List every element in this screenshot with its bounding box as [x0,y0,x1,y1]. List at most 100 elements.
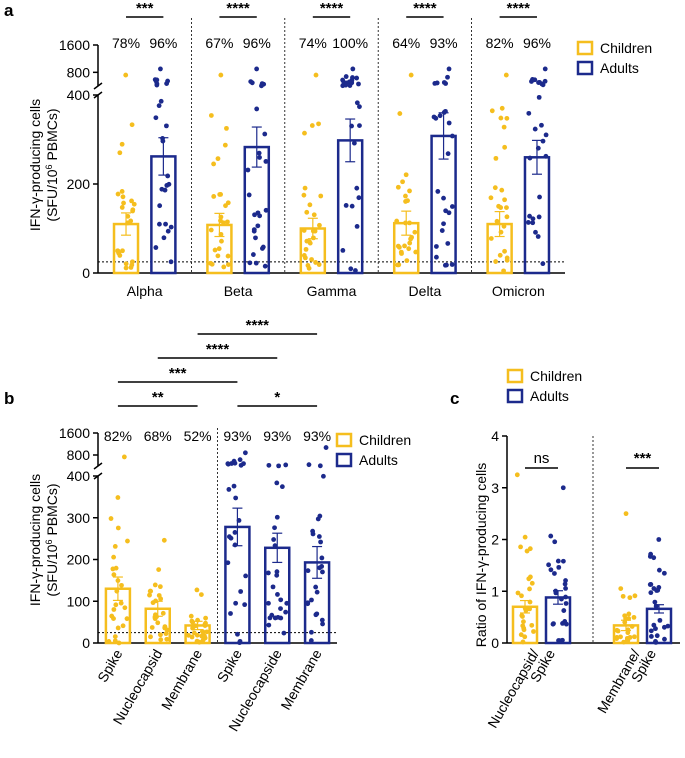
panel-b-adults-data-point [317,565,322,571]
panel-a-y-tick-label: 400 [67,87,91,103]
panel-b-adults-data-point [225,560,231,566]
panel-b-x-tick-label: Membrane [277,646,324,712]
panel-a-adults-data-point [260,244,266,250]
panel-c-legend-label-children: Children [530,368,582,384]
panel-a-children-data-point [129,198,134,204]
panel-a-children-data-point [225,262,231,267]
panel-b-children-data-point [112,634,118,639]
panel-a-percent-children: 67% [205,35,233,51]
panel-b-adults-data-point [237,640,242,646]
panel-a-percent-adults: 100% [332,35,368,51]
panel-b-children-data-point [122,605,128,611]
panel-b-adults-data-point [241,461,246,467]
panel-b-adults-data-point [233,600,239,606]
panel-a-children-data-point [312,228,318,234]
panel-c-adults-data-point [653,626,658,632]
panel-c-children-data-point [621,639,627,645]
panel-a-children-data-point [115,191,121,197]
panel-a-children-data-point [309,123,315,128]
panel-a-adults-data-point [247,260,253,266]
panel-a-children-data-point [316,121,321,127]
panel-c-children-data-point [527,599,533,605]
panel-a-adults-data-point [539,122,544,128]
panel-a-adults-data-point [259,83,264,89]
panel-a-children-data-point [304,209,310,215]
panel-a-adults-data-point [165,173,171,179]
panel-a-children-data-point [412,229,418,235]
panel-c-y-tick-label: 0 [491,635,499,651]
panel-a-children-data-point [119,189,125,194]
panel-b-adults-data-point [313,584,319,590]
panel-b-adults-data-point [275,614,281,620]
panel-a-children-data-point [225,200,231,206]
panel-b-adults-data-point [321,473,326,479]
panel-c-legend-swatch-adults [506,388,524,404]
panel-a-significance-label: **** [507,0,531,17]
panel-a-children-data-point [301,192,307,198]
panel-b-significance-label: *** [169,365,187,382]
panel-a-children-data-point [492,185,498,191]
panel-a-adults-data-point [437,113,443,119]
panel-b-adults-data-point [278,597,284,603]
panel-a-children-data-point [501,223,507,229]
panel-a-children-data-point [493,259,499,264]
panel-a-adults-data-point [158,98,164,104]
panel-a-adults-data-point [439,228,445,233]
panel-c-children-data-point [521,619,526,625]
panel-a-adults-data-point [535,234,541,239]
panel-a-adults-data-point [542,78,548,84]
panel-b-adults-data-point [308,638,314,643]
panel-a-children-data-point [316,262,322,267]
panel-b-children-data-point [152,582,158,588]
panel-b-adults-data-point [320,569,325,575]
panel-c-children-data-point [632,634,637,640]
panel-a-adults-data-point [349,123,354,129]
panel-b-children-data-point [124,616,130,622]
panel-c-children-data-point [624,637,630,643]
panel-a-adults-data-point [251,227,257,233]
panel-a-x-tick-label: Omicron [492,283,545,299]
panel-a-children-data-point [318,193,324,199]
panel-a-adults-data-point [153,115,159,121]
panel-a-children-data-point [302,185,308,191]
panel-c-children-data-point [627,595,633,601]
panel-a-children-data-point [119,205,125,210]
panel-a-children-data-point [211,161,217,167]
panel-a-percent-children: 78% [112,35,140,51]
panel-a-percent-adults: 96% [243,35,271,51]
panel-a-adults-data-point [168,259,174,265]
panel-a-adults-data-point [250,252,256,257]
panel-a-adults-data-point [435,189,441,194]
panel-b-percent-label: 93% [263,428,291,444]
panel-a-adults-data-point [257,155,262,160]
panel-c-children-data-point [618,634,623,640]
panel-a-children-data-point [403,193,408,199]
panel-c-children-data-point [527,606,533,612]
panel-a-children-data-point [212,247,218,253]
panel-a-adults-data-point [356,195,362,201]
panel-b-adults-data-point [314,611,320,617]
panel-b-children-data-point [115,495,121,500]
panel-a-children-data-point [504,115,510,121]
panel-a-adults-data-point [441,221,446,227]
panel-c-children-data-point [520,639,526,645]
panel-b-adults-data-point [279,484,285,490]
panel-a-adults-data-point [159,186,165,192]
panel-b-adults-data-point [237,457,243,463]
panel-a-adults-data-point [449,262,455,267]
panel-b-children-data-point [161,537,167,543]
panel-c-adults-data-point [557,638,563,644]
panel-a-adults-data-point [245,167,251,173]
panel-b-children-data-point [162,625,168,631]
panel-a-children-data-point [406,246,412,252]
panel-b-children-data-point [111,616,116,621]
panel-a-adults-data-point [354,185,360,191]
panel-b-children-data-point [160,610,166,616]
panel-a-y-tick-label: 800 [67,64,91,80]
panel-b-children-data-point [115,578,121,583]
panel-a-children-data-point [407,240,413,246]
panel-b-children-data-point [152,616,158,622]
panel-b-children-data-point [158,637,164,643]
panel-b-children-data-point [156,593,162,598]
panel-a-adults-data-point [263,207,269,213]
